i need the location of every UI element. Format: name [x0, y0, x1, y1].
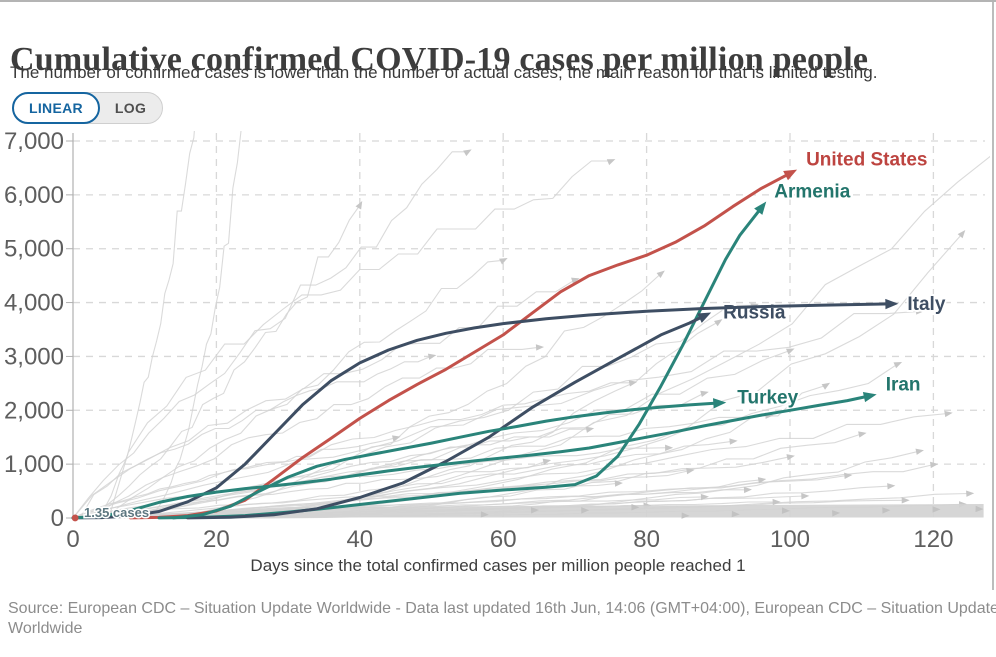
svg-text:7,000: 7,000: [4, 128, 64, 155]
svg-text:0: 0: [51, 505, 64, 532]
page-title: Cumulative confirmed COVID-19 cases per …: [10, 40, 869, 78]
svg-text:60: 60: [490, 526, 517, 553]
svg-text:0: 0: [66, 526, 79, 553]
svg-text:20: 20: [203, 526, 230, 553]
series-line-united-states[interactable]: [128, 171, 792, 520]
svg-text:3,000: 3,000: [4, 343, 64, 370]
series-line-iran[interactable]: [71, 394, 871, 520]
dense-low-band: [87, 503, 984, 519]
svg-text:100: 100: [770, 526, 810, 553]
series-label-turkey: Turkey: [737, 387, 798, 408]
start-value-annotation: 1.35 cases: [71, 504, 151, 522]
svg-text:1,000: 1,000: [4, 451, 64, 478]
axis-tick-labels: 0 1,000 2,000 3,000 4,000 5,000 6,000 7,000 0 20 4…: [4, 128, 953, 553]
linear-button[interactable]: LINEAR: [12, 92, 100, 124]
svg-text:2,000: 2,000: [4, 397, 64, 424]
series-label-armenia: Armenia: [774, 181, 850, 202]
series-label-italy: Italy: [907, 294, 945, 315]
background-line-arrows: [355, 149, 975, 509]
series-line-turkey[interactable]: [171, 401, 720, 520]
frame-right-border: [992, 2, 994, 590]
svg-text:4,000: 4,000: [4, 290, 64, 317]
background-country-lines: [73, 131, 990, 519]
log-button[interactable]: LOG: [99, 93, 162, 123]
series-label-iran: Iran: [886, 374, 921, 395]
page-top-border: [0, 0, 996, 2]
svg-text:120: 120: [913, 526, 953, 553]
svg-text:80: 80: [633, 526, 660, 553]
source-note: Source: European CDC – Situation Update …: [8, 600, 996, 637]
svg-text:40: 40: [346, 526, 373, 553]
page-subtitle: The number of confirmed cases is lower t…: [10, 63, 878, 82]
svg-text:1.35 cases: 1.35 cases: [84, 505, 149, 520]
series-line-russia[interactable]: [186, 314, 706, 520]
series-label-united-states: United States: [806, 150, 927, 171]
scale-toggle: LINEAR LOG: [12, 92, 164, 124]
svg-text:5,000: 5,000: [4, 236, 64, 263]
series-line-italy[interactable]: [71, 302, 892, 520]
svg-text:6,000: 6,000: [4, 182, 64, 209]
x-axis-title: Days since the total confirmed cases per…: [250, 556, 746, 575]
